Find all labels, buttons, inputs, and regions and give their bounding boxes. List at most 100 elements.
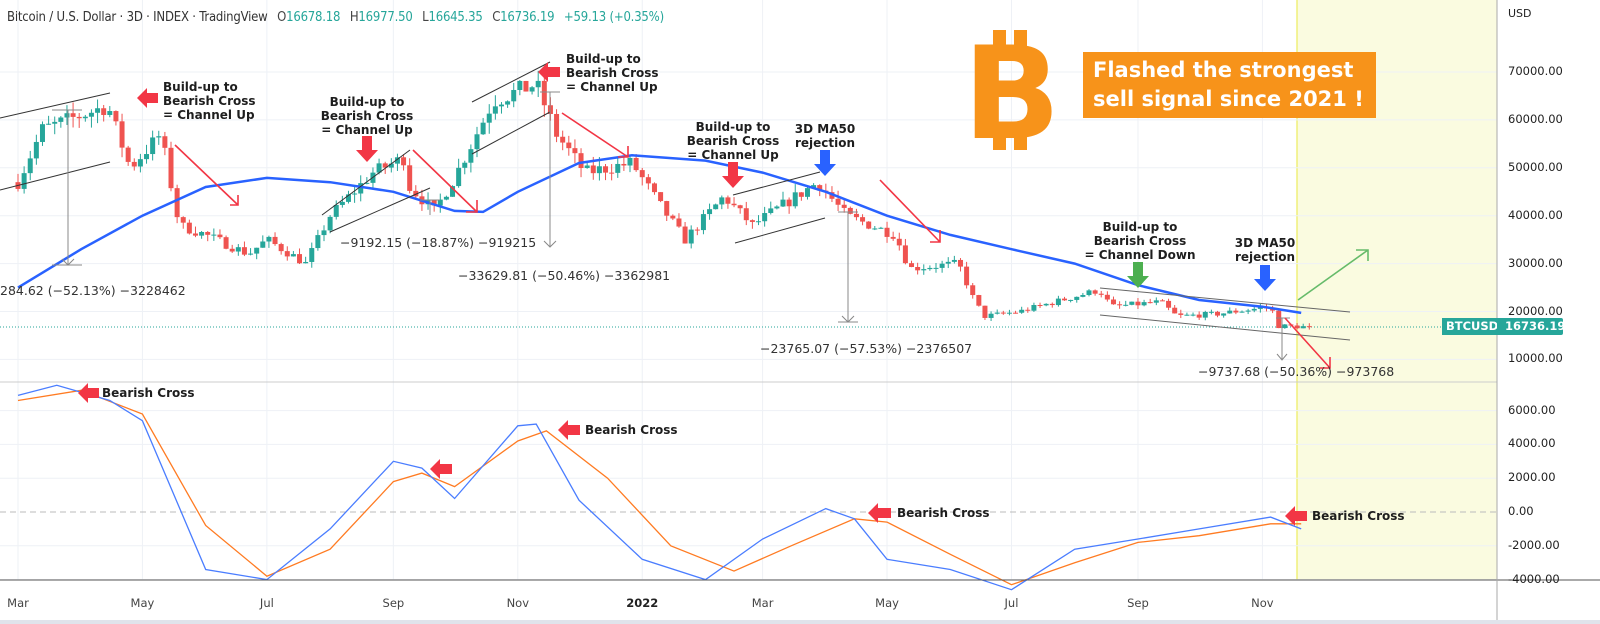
candle-body [651,183,657,193]
measure-label: −33629.81 (−50.46%) −3362981 [458,268,671,283]
headline-banner: Flashed the strongest sell signal since … [1083,52,1376,118]
candle-body [694,229,700,231]
candle-body [1233,310,1239,313]
ma50-line [17,154,1302,315]
arrow-down-icon [356,136,378,162]
candle-body [1300,326,1306,329]
measure-label: 284.62 (−52.13%) −3228462 [0,283,186,298]
candle-body [1208,311,1214,313]
signal-line [17,389,1302,586]
candle-body [670,215,676,219]
candle-body [1306,326,1312,328]
candle-body [737,205,743,209]
candle-body [866,221,872,229]
annotation-build-up-3: Build-up to Bearish Cross = Channel Up [566,52,659,94]
time-tick-label: 2022 [626,596,659,610]
candle-body [1013,312,1019,314]
arrow-left-icon [137,88,158,108]
candle-body [162,136,168,148]
candle-body [957,259,963,267]
candle-body [1123,304,1129,306]
candle-body [186,222,192,234]
high-value: 16977.50 [358,10,413,25]
candle-body [82,116,88,119]
candle-body [462,162,468,168]
candle-body [95,108,101,113]
candle-body [211,234,217,236]
macd-tick-label: 6000.00 [1508,402,1556,417]
candle-body [976,295,982,306]
arrow-down-icon [722,162,744,188]
grid-lines [0,0,1497,581]
candle-body [835,198,841,205]
macd-tick-label: -4000.00 [1508,571,1560,586]
candle-body [199,232,205,236]
candle-body [615,163,621,173]
measure-label: −9737.68 (−50.36%) −973768 [1198,364,1395,379]
candle-body [1135,301,1141,306]
candle-body [560,136,566,143]
arrow-left-icon [430,459,452,479]
annotation-line: Bearish Cross [566,66,659,80]
candle-body [902,245,908,264]
candle-body [76,116,82,119]
candle-body [1251,308,1257,311]
candle-body [1172,307,1178,314]
candle-body [456,167,462,187]
candle-body [517,80,523,90]
candle-body [529,87,535,92]
annotation-line: 3D MA50 [1234,236,1296,250]
candle-body [725,197,731,204]
candle-body [982,305,988,318]
macd-tick-label: -2000.00 [1508,537,1560,552]
candle-body [951,259,957,262]
candle-body [1043,303,1049,306]
measure-lines [52,91,1290,361]
time-tick-label: Jul [1004,596,1019,610]
arrow-left-icon [538,62,560,82]
close-value: 16736.19 [500,10,555,25]
candle-body [1202,311,1208,318]
candle-body [688,229,694,244]
annotation-line: Build-up to [329,95,405,109]
candle-body [1190,314,1196,316]
candle-body [584,165,590,169]
price-tick-label: 10000.00 [1508,351,1563,366]
candle-body [119,121,125,148]
annotation-build-up-1: Build-up to Bearish Cross = Channel Up [163,80,256,122]
candle-body [223,237,229,249]
candle-body [284,251,290,257]
candle-body [572,148,578,154]
channel-lines [0,61,1351,341]
candle-body [970,285,976,296]
candle-body [450,186,456,197]
candle-body [1245,310,1251,312]
candle-body [486,113,492,123]
candle-body [511,89,517,102]
candle-body [945,261,951,264]
candle-body [254,247,260,254]
candle-body [621,163,627,166]
candle-body [811,185,817,189]
candle-body [700,214,706,231]
symbol-title[interactable]: Bitcoin / U.S. Dollar · 3D · INDEX · Tra… [7,10,268,25]
candle-body [1294,325,1300,329]
measure-label: −23765.07 (−57.53%) −2376507 [760,341,973,356]
candle-body [884,227,890,237]
candle-body [841,204,847,208]
price-tick-label: 40000.00 [1508,207,1563,222]
annotation-ma50-rejection-1: 3D MA50 rejection [795,122,855,150]
annotation-line: Bearish Cross [686,134,780,148]
high-label: H [349,10,359,25]
candle-body [768,208,774,214]
candle-body [1196,314,1202,318]
candle-body [1000,312,1006,314]
candle-body [988,313,994,318]
candle-body [1049,303,1055,306]
annotation-build-up-5: Build-up to Bearish Cross = Channel Down [1084,220,1195,262]
time-tick-label: Nov [1251,596,1274,610]
open-value: 16678.18 [286,10,341,25]
time-tick-label: Sep [382,596,405,610]
annotation-line: = Channel Up [566,80,658,94]
